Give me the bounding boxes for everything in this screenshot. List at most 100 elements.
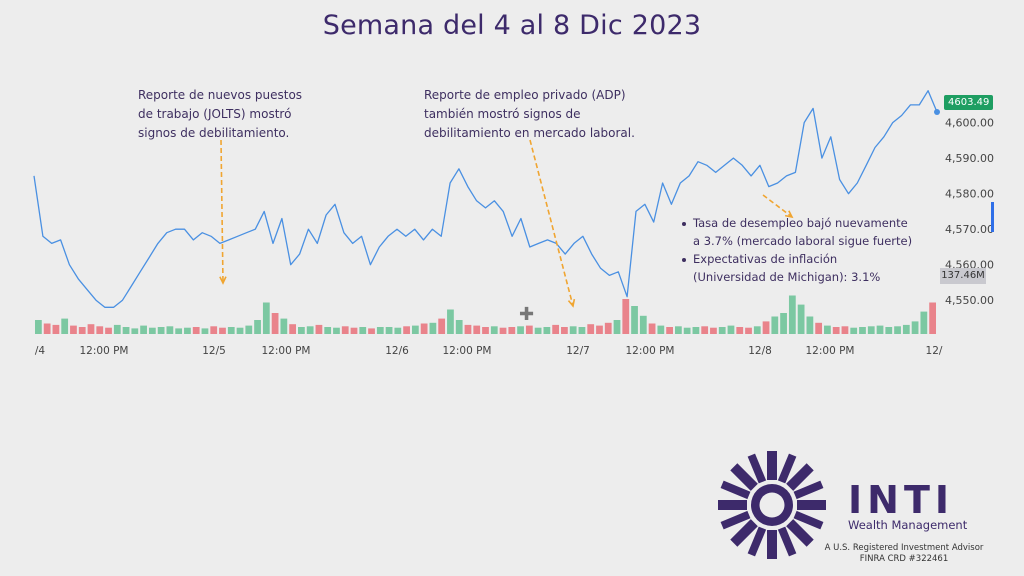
- advisor-disclosure: A U.S. Registered Investment Advisor FIN…: [824, 543, 984, 564]
- jolts-arrow: [220, 139, 224, 284]
- x-tick-label: 12/: [926, 345, 943, 357]
- x-tick-label: 12/7: [566, 345, 590, 357]
- volume-bar: [806, 316, 814, 334]
- volume-bar: [762, 321, 770, 334]
- volume-bar: [534, 327, 542, 334]
- volume-bar: [192, 327, 200, 334]
- volume-bar: [841, 326, 849, 334]
- volume-bar: [867, 326, 875, 334]
- logo-ray: [720, 510, 751, 530]
- last-price-tag: 4603.49: [944, 95, 994, 110]
- x-tick-label: 12:00 PM: [626, 345, 675, 357]
- volume-bar: [70, 325, 77, 334]
- logo-ray: [730, 463, 758, 491]
- volume-bar: [692, 327, 700, 334]
- logo-ray: [720, 480, 751, 500]
- volume-bar: [525, 325, 533, 334]
- volume-bar: [385, 327, 393, 334]
- volume-bar: [727, 325, 735, 334]
- volume-bar: [718, 327, 726, 334]
- x-tick-label: 12/6: [385, 345, 409, 357]
- volume-bar: [745, 327, 752, 334]
- volume-bar: [850, 327, 858, 334]
- volume-bar: [517, 326, 524, 334]
- volume-bar: [736, 327, 744, 334]
- logo-ray: [730, 519, 758, 547]
- volume-bar: [587, 324, 595, 334]
- volume-bar: [876, 325, 884, 334]
- volume-bar: [420, 323, 428, 334]
- volume-bar: [298, 327, 305, 334]
- logo-ray: [786, 463, 814, 491]
- chart-title: Semana del 4 al 8 Dic 2023: [322, 10, 702, 41]
- volume-bar: [184, 327, 191, 334]
- volume-bar: [394, 327, 402, 334]
- volume-bar: [710, 327, 717, 334]
- volume-bar: [271, 313, 279, 334]
- logo-ray: [767, 451, 777, 480]
- volume-bar: [210, 326, 218, 334]
- volume-bar: [403, 326, 410, 334]
- volume-bar: [569, 326, 577, 334]
- volume-bar: [219, 327, 226, 334]
- volume-bar: [52, 324, 60, 334]
- volume-bar: [885, 327, 893, 334]
- logo-ray: [747, 453, 767, 484]
- volume-bar: [359, 327, 367, 334]
- inflation-expectations-note: Expectativas de inflación (Universidad d…: [680, 251, 912, 286]
- volume-bar: [683, 327, 691, 334]
- logo-ray: [777, 526, 797, 557]
- volume-bar: [596, 325, 603, 334]
- volume-bar: [508, 327, 516, 334]
- volume-bar: [87, 324, 95, 334]
- adp-arrow: [529, 139, 574, 307]
- crosshair-icon: ✚: [519, 304, 535, 325]
- x-tick-label: 12:00 PM: [806, 345, 855, 357]
- volume-bar: [280, 318, 288, 334]
- volume-bar: [262, 302, 270, 334]
- x-tick-label: 12:00 PM: [443, 345, 492, 357]
- volume-bar: [227, 327, 235, 334]
- price-scale-handle[interactable]: [991, 202, 994, 232]
- jolts-annotation: Reporte de nuevos puestos de trabajo (JO…: [138, 88, 303, 140]
- volume-bar: [832, 327, 840, 334]
- volume-bar: [61, 318, 69, 334]
- volume-bar: [96, 326, 104, 334]
- x-tick-label: 12/5: [202, 345, 226, 357]
- volume-bar: [324, 327, 332, 334]
- volume-bar: [140, 325, 147, 334]
- volume-bar: [201, 328, 209, 334]
- volume-bar: [894, 326, 901, 334]
- volume-bar: [43, 323, 51, 334]
- volume-bar: [631, 306, 638, 334]
- volume-bar: [622, 299, 630, 334]
- volume-bar: [368, 328, 375, 334]
- logo-ray: [786, 519, 814, 547]
- volume-bar: [113, 324, 121, 334]
- volume-bar: [753, 326, 761, 334]
- x-tick-label: /4: [35, 345, 46, 357]
- volume-bar: [701, 326, 709, 334]
- volume-bar: [122, 327, 130, 334]
- volume-bar: [455, 320, 463, 334]
- volume-bar: [780, 313, 787, 334]
- brand-subtitle: Wealth Management: [848, 518, 968, 532]
- volume-bar: [613, 320, 621, 334]
- y-tick-label: 4,600.00: [945, 117, 994, 130]
- logo-ray: [793, 480, 824, 500]
- price-line: [33, 90, 938, 308]
- x-tick-label: 12:00 PM: [262, 345, 311, 357]
- volume-bar: [35, 320, 42, 334]
- adp-annotation: Reporte de empleo privado (ADP) también …: [424, 88, 635, 140]
- y-tick-label: 4,590.00: [945, 152, 994, 165]
- volume-bar: [902, 324, 910, 334]
- volume-bar: [482, 327, 489, 334]
- volume-bar: [236, 327, 244, 334]
- volume-bar: [911, 321, 919, 334]
- volume-bar: [157, 327, 165, 334]
- volume-bar: [604, 322, 612, 334]
- volume-bar: [376, 327, 384, 334]
- volume-bar: [666, 327, 673, 334]
- x-tick-label: 12:00 PM: [80, 345, 129, 357]
- last-price-dot: [934, 108, 940, 115]
